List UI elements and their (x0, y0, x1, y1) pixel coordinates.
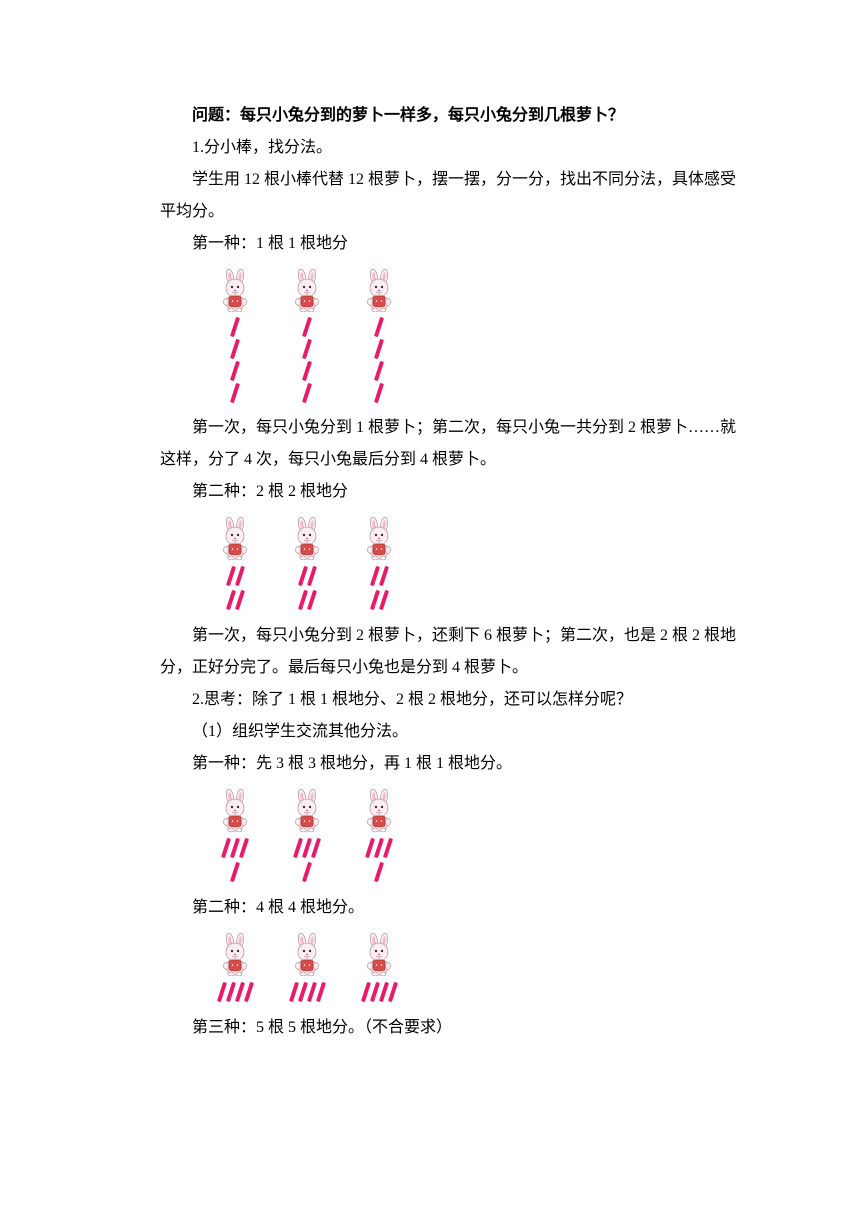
stick-icon (230, 862, 240, 882)
stick-icon (239, 838, 249, 858)
stick-icon (379, 590, 389, 610)
sticks-area (216, 316, 740, 404)
stick-icon (316, 982, 326, 1002)
stick-group (288, 836, 326, 884)
method-4-title: 第二种：4 根 4 根地分。 (160, 892, 740, 924)
stick-icon (379, 566, 389, 586)
diagram-four (216, 932, 740, 1004)
section-1-intro: 学生用 12 根小棒代替 12 根萝卜，摆一摆，分一分，找出不同分法，具体感受平… (160, 164, 740, 228)
stick-icon (298, 566, 308, 586)
rabbit-icon (216, 932, 254, 976)
stick-icon (374, 862, 384, 882)
document-page: 问题：每只小兔分到的萝卜一样多，每只小兔分到几根萝卜？ 1.分小棒，找分法。 学… (0, 0, 860, 1104)
sticks-area (216, 564, 740, 612)
sticks-area (216, 836, 740, 884)
stick-icon (230, 317, 240, 337)
rabbit-icon (360, 516, 398, 560)
stick-icon (388, 982, 398, 1002)
stick-icon (370, 590, 380, 610)
stick-icon (230, 361, 240, 381)
stick-icon (361, 982, 371, 1002)
rabbit-icon (288, 788, 326, 832)
stick-group (216, 836, 254, 884)
stick-icon (383, 838, 393, 858)
stick-icon (307, 566, 317, 586)
stick-icon (226, 590, 236, 610)
stick-icon (307, 982, 317, 1002)
method-1-title: 第一种：1 根 1 根地分 (160, 228, 740, 260)
method-3-title: 第一种：先 3 根 3 根地分，再 1 根 1 根地分。 (160, 748, 740, 780)
stick-icon (217, 982, 227, 1002)
section-2-title: 2.思考：除了 1 根 1 根地分、2 根 2 根地分，还可以怎样分呢？ (160, 684, 740, 716)
stick-icon (302, 383, 312, 403)
stick-icon (370, 982, 380, 1002)
stick-icon (235, 590, 245, 610)
rabbit-icon (216, 788, 254, 832)
method-2-desc: 第一次，每只小兔分到 2 根萝卜，还剩下 6 根萝卜；第二次，也是 2 根 2 … (160, 620, 740, 684)
stick-icon (302, 317, 312, 337)
rabbit-icon (360, 788, 398, 832)
rabbits-row (216, 268, 740, 312)
rabbit-icon (288, 268, 326, 312)
rabbits-row (216, 932, 740, 976)
stick-icon (311, 838, 321, 858)
stick-group (360, 316, 398, 404)
stick-icon (230, 383, 240, 403)
stick-icon (302, 339, 312, 359)
stick-icon (374, 339, 384, 359)
rabbits-row (216, 788, 740, 832)
method-5-title: 第三种：5 根 5 根地分。（不合要求） (160, 1012, 740, 1044)
stick-icon (226, 566, 236, 586)
rabbit-icon (360, 268, 398, 312)
diagram-one-by-one (216, 268, 740, 404)
stick-group (360, 836, 398, 884)
stick-icon (302, 361, 312, 381)
stick-icon (374, 317, 384, 337)
rabbit-icon (288, 932, 326, 976)
rabbit-icon (216, 516, 254, 560)
stick-icon (374, 361, 384, 381)
stick-group (360, 980, 398, 1004)
stick-icon (244, 982, 254, 1002)
diagram-two-by-two (216, 516, 740, 612)
stick-icon (302, 862, 312, 882)
stick-icon (230, 339, 240, 359)
sticks-area (216, 980, 740, 1004)
stick-group (216, 980, 254, 1004)
rabbit-icon (360, 932, 398, 976)
stick-icon (298, 982, 308, 1002)
section-2-sub: （1）组织学生交流其他分法。 (160, 716, 740, 748)
question-heading: 问题：每只小兔分到的萝卜一样多，每只小兔分到几根萝卜？ (160, 100, 740, 132)
diagram-three-then-one (216, 788, 740, 884)
stick-group (216, 564, 254, 612)
stick-icon (298, 590, 308, 610)
stick-icon (379, 982, 389, 1002)
method-2-title: 第二种：2 根 2 根地分 (160, 476, 740, 508)
stick-group (360, 564, 398, 612)
stick-group (288, 316, 326, 404)
rabbit-icon (216, 268, 254, 312)
stick-icon (374, 383, 384, 403)
stick-icon (235, 982, 245, 1002)
stick-group (216, 316, 254, 404)
stick-icon (235, 566, 245, 586)
stick-icon (370, 566, 380, 586)
stick-icon (289, 982, 299, 1002)
rabbit-icon (288, 516, 326, 560)
rabbits-row (216, 516, 740, 560)
stick-icon (307, 590, 317, 610)
stick-group (288, 980, 326, 1004)
method-1-desc: 第一次，每只小兔分到 1 根萝卜；第二次，每只小兔一共分到 2 根萝卜……就这样… (160, 412, 740, 476)
stick-icon (226, 982, 236, 1002)
section-1-title: 1.分小棒，找分法。 (160, 132, 740, 164)
stick-group (288, 564, 326, 612)
